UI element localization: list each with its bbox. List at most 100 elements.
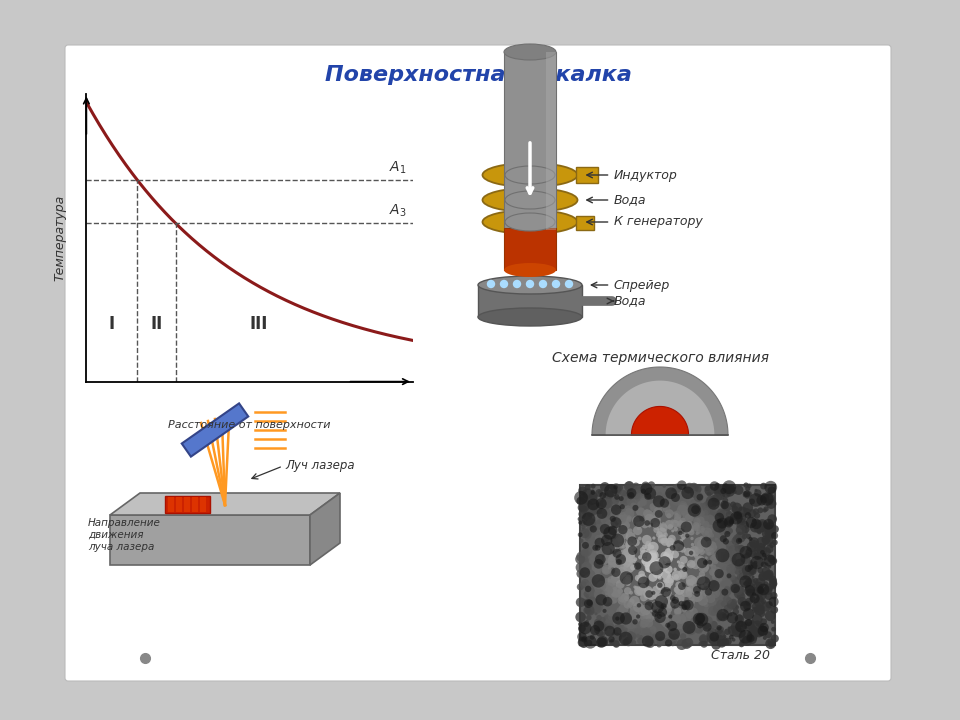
Circle shape xyxy=(701,585,705,588)
Circle shape xyxy=(706,495,717,507)
Circle shape xyxy=(758,571,768,581)
Circle shape xyxy=(654,504,659,509)
Circle shape xyxy=(633,619,637,624)
Circle shape xyxy=(622,490,633,500)
Circle shape xyxy=(667,591,672,595)
Circle shape xyxy=(653,568,662,578)
Circle shape xyxy=(746,548,755,557)
Circle shape xyxy=(624,587,632,595)
Circle shape xyxy=(655,595,668,608)
Circle shape xyxy=(619,631,633,645)
Circle shape xyxy=(578,517,583,521)
Circle shape xyxy=(721,589,729,595)
Circle shape xyxy=(603,609,607,613)
Circle shape xyxy=(589,635,595,640)
Circle shape xyxy=(605,582,614,593)
Circle shape xyxy=(615,536,625,546)
Circle shape xyxy=(733,511,742,520)
Circle shape xyxy=(709,481,719,491)
Circle shape xyxy=(701,528,704,531)
Circle shape xyxy=(687,508,695,515)
Circle shape xyxy=(755,628,764,637)
Circle shape xyxy=(694,591,700,597)
Circle shape xyxy=(623,562,635,573)
Circle shape xyxy=(699,592,702,595)
Circle shape xyxy=(680,546,686,553)
Circle shape xyxy=(765,601,773,608)
Circle shape xyxy=(682,639,690,648)
Circle shape xyxy=(698,595,708,606)
Circle shape xyxy=(662,632,668,639)
Circle shape xyxy=(661,564,667,571)
Bar xyxy=(168,497,174,512)
Circle shape xyxy=(616,485,623,491)
Circle shape xyxy=(693,613,705,625)
Circle shape xyxy=(608,582,617,592)
Circle shape xyxy=(757,567,763,573)
Circle shape xyxy=(652,495,662,505)
Circle shape xyxy=(615,580,625,589)
Circle shape xyxy=(590,490,595,495)
Circle shape xyxy=(617,588,623,594)
Circle shape xyxy=(701,640,708,648)
Circle shape xyxy=(642,553,650,560)
Circle shape xyxy=(717,518,728,528)
Circle shape xyxy=(742,565,751,574)
Circle shape xyxy=(597,630,603,636)
Circle shape xyxy=(643,509,652,518)
Circle shape xyxy=(704,616,712,625)
Circle shape xyxy=(685,524,694,533)
Circle shape xyxy=(668,554,673,559)
Circle shape xyxy=(583,621,589,627)
Circle shape xyxy=(610,595,618,604)
Circle shape xyxy=(656,582,664,590)
Circle shape xyxy=(761,601,771,612)
Circle shape xyxy=(640,594,647,601)
Circle shape xyxy=(729,485,735,492)
Circle shape xyxy=(642,552,652,562)
Circle shape xyxy=(651,601,660,609)
Circle shape xyxy=(596,506,604,514)
Text: Луч лазера: Луч лазера xyxy=(285,459,354,472)
Circle shape xyxy=(680,600,684,605)
Circle shape xyxy=(750,551,757,558)
Circle shape xyxy=(578,636,587,645)
Circle shape xyxy=(702,521,709,528)
Circle shape xyxy=(754,513,760,518)
Circle shape xyxy=(635,628,640,633)
Circle shape xyxy=(720,579,726,584)
Circle shape xyxy=(757,554,762,559)
Circle shape xyxy=(583,505,588,510)
Circle shape xyxy=(703,510,708,516)
Circle shape xyxy=(637,501,643,507)
Circle shape xyxy=(715,488,722,495)
Circle shape xyxy=(757,606,761,610)
Ellipse shape xyxy=(483,188,578,212)
Circle shape xyxy=(713,588,716,591)
Circle shape xyxy=(618,529,628,539)
Circle shape xyxy=(681,521,692,533)
Circle shape xyxy=(719,522,729,531)
Circle shape xyxy=(594,542,598,546)
Circle shape xyxy=(736,592,745,600)
Circle shape xyxy=(616,488,620,492)
Circle shape xyxy=(660,538,669,546)
Circle shape xyxy=(686,591,692,598)
Circle shape xyxy=(740,554,751,564)
Polygon shape xyxy=(632,407,688,435)
Circle shape xyxy=(623,620,632,628)
Circle shape xyxy=(743,555,748,560)
Circle shape xyxy=(725,638,732,645)
Circle shape xyxy=(713,574,717,577)
Circle shape xyxy=(624,482,634,491)
Circle shape xyxy=(731,584,740,593)
Circle shape xyxy=(578,532,583,537)
Circle shape xyxy=(613,485,618,490)
Circle shape xyxy=(759,607,764,611)
Circle shape xyxy=(615,552,624,560)
Circle shape xyxy=(619,496,624,501)
Circle shape xyxy=(665,639,672,647)
Circle shape xyxy=(596,508,608,519)
Circle shape xyxy=(584,547,592,556)
Circle shape xyxy=(585,605,594,615)
